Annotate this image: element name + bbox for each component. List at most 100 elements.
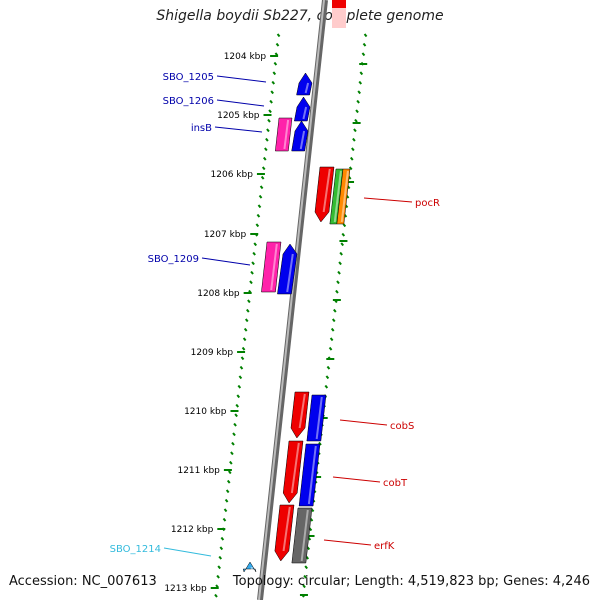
tick-dot-right <box>359 71 364 76</box>
tick-dot-left <box>275 42 280 47</box>
tick-dot-right <box>339 251 343 256</box>
tick-dot-left <box>216 574 220 579</box>
tick-dot-left <box>268 109 272 114</box>
gene-orange <box>336 168 351 225</box>
tick-dot-left <box>256 213 261 218</box>
map-title: Shigella boydii Sb227, complete genome <box>156 8 444 24</box>
tick-dot-right <box>338 261 342 266</box>
label-sbo-1205: SBO_1205 <box>163 72 214 83</box>
gene-erfk <box>291 507 313 564</box>
tick-dot-left <box>259 185 264 190</box>
gene-pink-1-shine <box>283 119 290 150</box>
gene-insb <box>291 120 309 152</box>
tick-dot-right <box>328 346 333 351</box>
label-sbo-1214-leader <box>163 547 212 557</box>
tick-dot-right <box>330 327 335 332</box>
tick-dot-left <box>237 384 242 389</box>
gene-red-3-shine <box>282 506 291 552</box>
tick-dot-left <box>249 280 253 285</box>
tick-dot-left <box>244 318 249 323</box>
tick-dot-right <box>324 384 329 389</box>
tick-dot-left <box>242 337 247 342</box>
label-insb: insB <box>191 123 212 134</box>
label-pocr: pocR <box>415 198 440 209</box>
label-pocr-leader <box>363 197 413 203</box>
gene-erfk-shine <box>300 509 309 562</box>
tick-dot-left <box>243 327 248 332</box>
tick-dot-right <box>329 337 334 342</box>
gene-pink-2-shine <box>270 243 278 291</box>
tick-dot-left <box>224 498 229 503</box>
tick-dot-left <box>257 204 262 209</box>
tick-dot-left <box>246 308 250 313</box>
tick-dot-left <box>220 536 225 541</box>
tick-dot-left <box>266 128 270 133</box>
tick-dot-right <box>348 166 353 171</box>
gene-sbo-1205-shine <box>304 82 310 94</box>
label-sbo-1206: SBO_1206 <box>163 96 214 107</box>
gene-green-shine <box>333 170 342 223</box>
tick-dot-left <box>262 156 267 161</box>
tick-dot-left <box>236 394 241 399</box>
gene-red-3 <box>274 504 295 562</box>
tick-dot-right <box>355 109 359 114</box>
accession-label: Accession: NC_007613 <box>9 574 157 589</box>
kbp-label: 1213 kbp <box>164 584 207 594</box>
tick-dot-right <box>302 584 306 589</box>
label-sbo-1209-leader <box>201 257 251 266</box>
gene-pink-2 <box>261 241 282 293</box>
tick-dot-right <box>340 242 345 247</box>
gene-red-1 <box>290 391 310 439</box>
label-erfk: erfK <box>374 541 395 552</box>
tick-dot-right <box>342 223 347 228</box>
tick-dot-right <box>303 574 307 579</box>
kbp-label: 1208 kbp <box>197 289 240 299</box>
tick-dot-right <box>358 80 363 85</box>
tick-dot-left <box>235 403 239 408</box>
tick-dot-left <box>247 299 251 304</box>
tick-dot-left <box>272 71 277 76</box>
topology-label: Topology: circular; Length: 4,519,823 bp… <box>232 574 590 589</box>
kbp-label: 1207 kbp <box>204 230 247 240</box>
gene-pocr <box>314 166 335 223</box>
tick-dot-left <box>270 90 274 95</box>
tick-dot-left <box>265 137 269 142</box>
tick-dot-left <box>230 451 234 456</box>
kbp-label: 1209 kbp <box>191 348 234 358</box>
tick-dot-left <box>223 508 228 513</box>
tick-dot-left <box>258 194 263 199</box>
tick-dot-left <box>250 270 254 275</box>
tick-dot-right <box>336 280 340 285</box>
gene-orange-shine <box>340 170 349 223</box>
tick-dot-right <box>351 147 355 152</box>
tick-dot-right <box>304 565 308 570</box>
label-cobt: cobT <box>383 478 408 489</box>
label-cobs: cobS <box>390 421 414 432</box>
tick-dot-left <box>264 147 268 152</box>
tick-dot-left <box>273 61 278 66</box>
tick-dot-right <box>349 156 354 161</box>
gene-sbo-1214 <box>242 561 257 573</box>
gene-insb-shine <box>299 130 306 150</box>
gene-pocr-shine <box>322 168 331 213</box>
tick-dot-right <box>357 90 361 95</box>
label-sbo-1206-leader <box>216 99 265 107</box>
tick-dot-right <box>354 118 358 123</box>
tick-dot-right <box>333 308 337 313</box>
gene-sbo-1206 <box>294 96 311 122</box>
gene-top-red <box>332 0 346 8</box>
tick-dot-right <box>361 52 366 57</box>
tick-dot-right <box>353 128 357 133</box>
label-sbo-1205-leader <box>216 75 267 83</box>
tick-dot-left <box>269 99 273 104</box>
tick-dot-left <box>234 413 238 418</box>
label-sbo-1214: SBO_1214 <box>110 544 161 555</box>
tick-dot-right <box>352 137 356 142</box>
gene-cobs-shine <box>315 396 323 440</box>
tick-dot-left <box>241 346 246 351</box>
tick-dot-right <box>362 42 367 47</box>
tick-dot-left <box>232 432 236 437</box>
tick-dot-left <box>260 175 265 180</box>
gene-sbo-1205 <box>296 72 313 96</box>
